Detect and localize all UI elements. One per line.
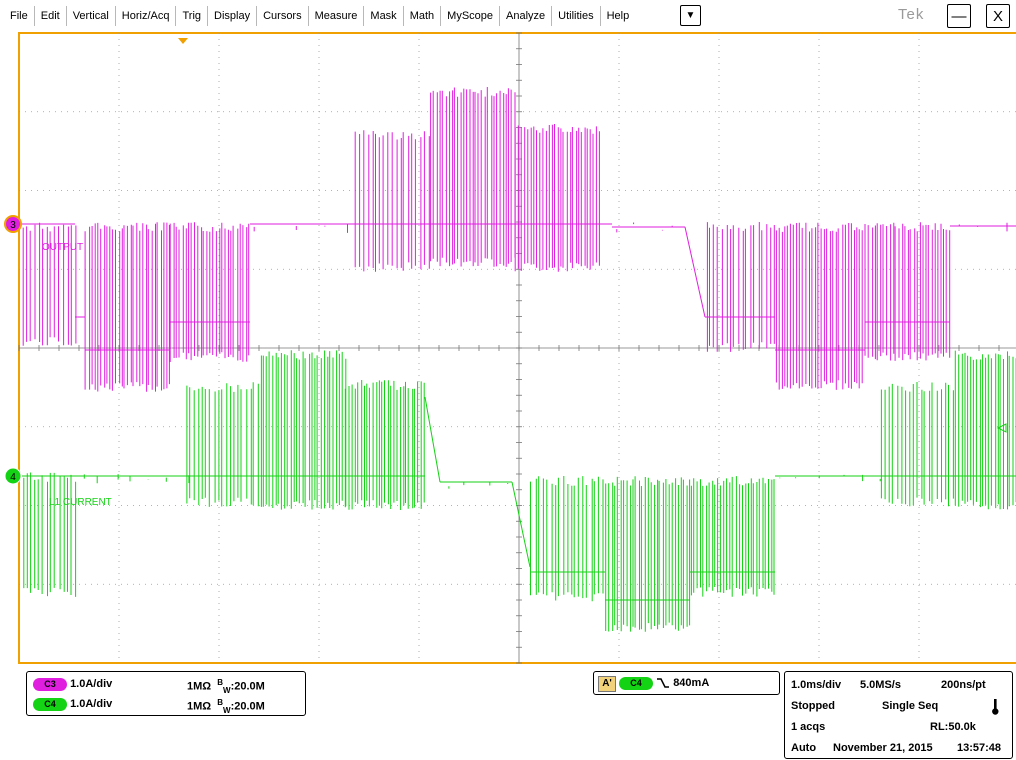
ch3-ground-marker: 3 [4,215,22,233]
menu-math[interactable]: Math [404,6,442,26]
ch3-settings-row[interactable]: C3 1.0A/div [33,678,112,691]
menu-analyze[interactable]: Analyze [500,6,553,26]
ch4-trace [22,350,1016,632]
minimize-icon: — [951,7,967,25]
acq-time: 13:57:48 [957,742,1002,754]
menu-horiz-acq[interactable]: Horiz/Acq [116,6,177,26]
channel-settings-panel: C3 1.0A/div 1MΩ BW:20.0M C4 1.0A/div 1MΩ… [26,671,306,716]
trigger-level: 840mA [673,677,710,689]
minimize-button[interactable]: — [947,4,971,28]
menu-edit[interactable]: Edit [35,6,67,26]
menu-mask[interactable]: Mask [364,6,404,26]
menu-cursors[interactable]: Cursors [257,6,309,26]
timebase: 1.0ms/div [791,679,842,691]
ch3-trace-label: OUTPUT [42,242,84,253]
acq-date: November 21, 2015 [833,742,933,754]
sample-rate: 5.0MS/s [860,679,901,691]
chevron-down-icon: ▼ [685,10,696,21]
falling-edge-icon [657,678,670,688]
trigger-panel[interactable]: A' C4 840mA [593,671,780,695]
trigger-mode: Auto [791,742,817,754]
acquisition-panel[interactable]: 1.0ms/div 5.0MS/s 200ns/pt Stopped Singl… [784,671,1013,759]
menu-trig[interactable]: Trig [176,6,209,26]
menu-help[interactable]: Help [606,10,630,22]
svg-text:4: 4 [10,472,16,483]
acq-state: Stopped [791,700,835,712]
menu-measure[interactable]: Measure [309,6,365,26]
ch3-scale: 1.0A/div [70,678,113,690]
trigger-level-marker [996,423,1007,433]
ch3-trace [22,87,1016,392]
record-length: RL:50.0k [930,721,976,733]
trigger-source-badge: C4 [619,677,654,690]
menu-items: File Edit Vertical Horiz/Acq Trig Displa… [4,5,635,27]
thermometer-icon [992,699,999,715]
graticule-svg: 3 4 [4,32,1016,664]
waveform-path [22,350,1016,632]
close-icon: X [992,7,1003,25]
ch3-badge: C3 [33,678,67,691]
trigger-letter: A' [598,676,616,692]
acq-mode: Single Seq [882,700,939,712]
menu-dropdown-button[interactable]: ▼ [680,5,701,26]
ch4-settings-row[interactable]: C4 1.0A/div [33,698,112,711]
menu-bar: File Edit Vertical Horiz/Acq Trig Displa… [0,0,1016,32]
trigger-readout: A' C4 840mA [598,676,709,692]
menu-file[interactable]: File [4,6,35,26]
resolution: 200ns/pt [941,679,986,691]
ch4-badge: C4 [33,698,67,711]
close-button[interactable]: X [986,4,1010,28]
menu-utilities[interactable]: Utilities [552,6,601,26]
ch4-scale: 1.0A/div [70,698,113,710]
brand-logo: Tek [898,6,925,23]
ch4-coupling: 1MΩ BW:20.0M [187,698,265,715]
menu-myscope[interactable]: MyScope [441,6,501,26]
ch3-coupling: 1MΩ BW:20.0M [187,678,265,695]
ch4-trace-label: L1 CURRENT [49,497,112,508]
menu-display[interactable]: Display [208,6,258,26]
trigger-position-marker [178,38,188,44]
acq-count: 1 acqs [791,721,826,733]
ch4-ground-marker: 4 [4,467,22,485]
menu-vertical[interactable]: Vertical [67,6,116,26]
waveform-path [22,87,1016,392]
svg-text:3: 3 [10,220,16,231]
waveform-display[interactable]: 3 4 OUTPUT L1 CURRENT [0,32,1016,670]
